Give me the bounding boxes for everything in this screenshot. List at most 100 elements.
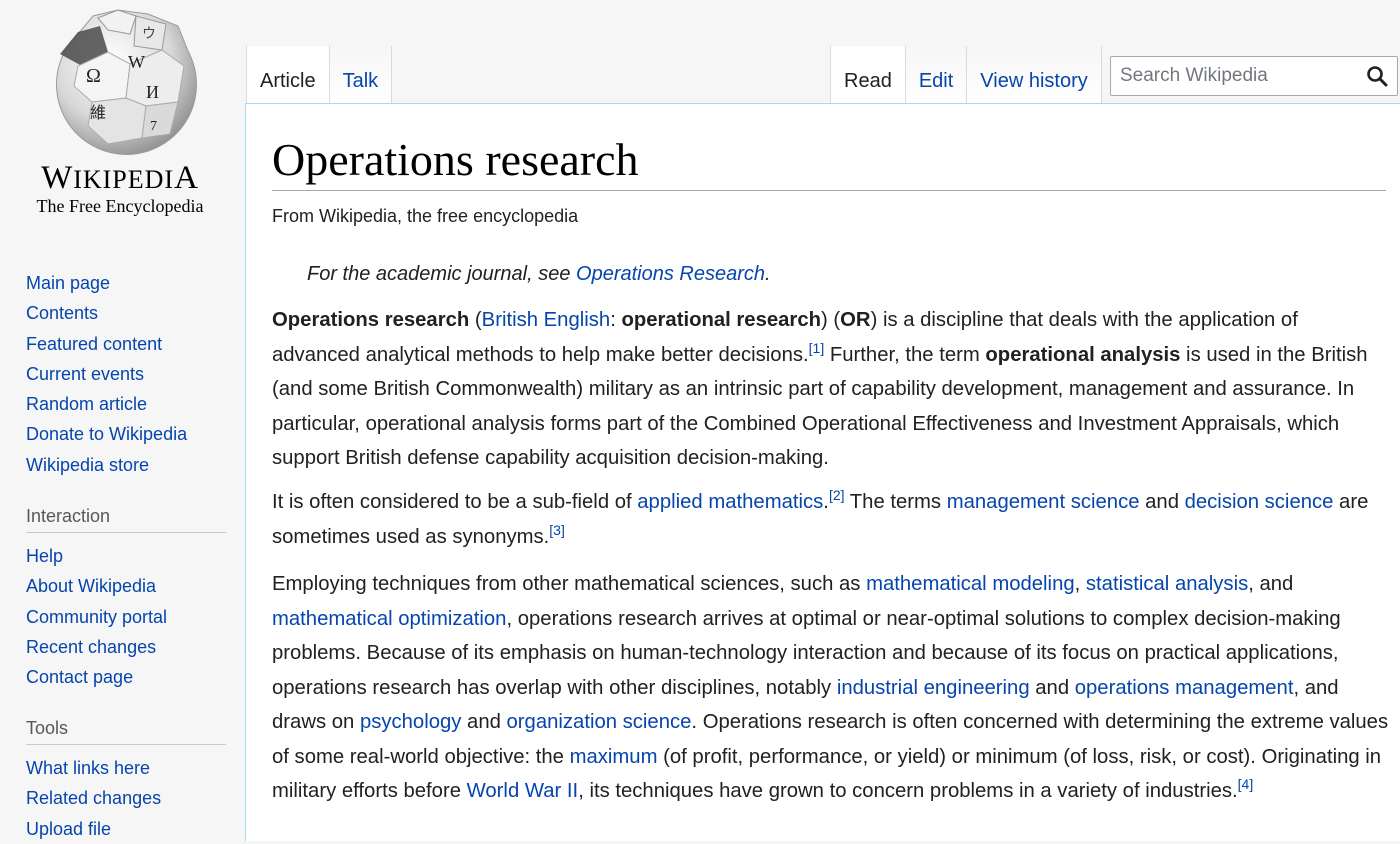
tab-read[interactable]: Read bbox=[830, 46, 905, 104]
text-run: It is often considered to be a sub-field… bbox=[272, 491, 638, 513]
article-link[interactable]: World War II bbox=[466, 780, 579, 802]
hatnote-prefix: For the academic journal, see bbox=[307, 263, 577, 285]
article-link[interactable]: maximum bbox=[569, 745, 658, 768]
sidebar-related-changes-link[interactable]: Related changes bbox=[26, 788, 162, 809]
text-run: The terms bbox=[844, 491, 947, 513]
article-link[interactable]: operations management bbox=[1074, 676, 1294, 699]
reference-link[interactable]: [1] bbox=[808, 339, 825, 356]
article-link[interactable]: applied mathematics bbox=[637, 491, 824, 513]
text-run: and bbox=[1139, 491, 1185, 513]
article-link[interactable]: management science bbox=[946, 491, 1140, 513]
tab-label: View history bbox=[980, 70, 1088, 92]
article-link[interactable]: industrial engineering bbox=[836, 676, 1030, 699]
article-paragraph: Operations research (British English: op… bbox=[272, 303, 1390, 476]
sidebar-item: Recent changes bbox=[26, 632, 226, 662]
interaction-portal: Interaction Help About Wikipedia Community… bbox=[26, 503, 226, 692]
sidebar-help-link[interactable]: Help bbox=[26, 546, 64, 566]
tab-label: Article bbox=[260, 70, 316, 92]
puzzle-globe-icon: Ω W И 維 7 ウ bbox=[56, 9, 198, 155]
sidebar-item: Random article bbox=[26, 389, 226, 419]
svg-text:И: И bbox=[146, 82, 159, 102]
sidebar-current-events-link[interactable]: Current events bbox=[26, 363, 145, 384]
svg-text:維: 維 bbox=[90, 104, 106, 122]
search-input[interactable] bbox=[1111, 57, 1361, 95]
sidebar-what-links-here-link[interactable]: What links here bbox=[26, 758, 151, 778]
text-run: . Operations research is often concerned… bbox=[272, 711, 1389, 768]
hatnote-link[interactable]: Operations Research bbox=[576, 263, 766, 285]
bold-term: operational analysis bbox=[985, 343, 1181, 366]
sidebar: Ω W И 維 7 ウ WIKIPEDIA The Free Encyclope… bbox=[0, 0, 246, 841]
article-link[interactable]: mathematical modeling bbox=[866, 573, 1075, 595]
bold-term: Operations research bbox=[272, 309, 470, 331]
namespace-tabs: Article Talk bbox=[246, 46, 393, 104]
sidebar-item: Help bbox=[26, 541, 226, 571]
sidebar-item: Featured content bbox=[26, 329, 226, 359]
text-run: and bbox=[1029, 676, 1075, 699]
text-run: , its techniques have grown to concern p… bbox=[578, 780, 1238, 802]
hatnote-suffix: . bbox=[765, 263, 771, 285]
tab-talk[interactable]: Talk bbox=[328, 46, 393, 104]
tab-label: Talk bbox=[342, 70, 379, 92]
article-link[interactable]: decision science bbox=[1184, 491, 1334, 513]
text-run: Further, the term bbox=[824, 343, 986, 366]
navigation-portal: Main page Contents Featured content Current… bbox=[26, 268, 226, 480]
text-run: ) is a discipline that deals with the ap… bbox=[272, 309, 1298, 366]
article-link[interactable]: organization science bbox=[506, 711, 692, 733]
text-run: : bbox=[610, 309, 622, 331]
sidebar-random-article-link[interactable]: Random article bbox=[26, 394, 148, 415]
sidebar-featured-content-link[interactable]: Featured content bbox=[26, 333, 163, 354]
sidebar-item: Contact page bbox=[26, 662, 226, 692]
article-paragraph: It is often considered to be a sub-field… bbox=[272, 485, 1390, 554]
sidebar-about-wikipedia-link[interactable]: About Wikipedia bbox=[26, 576, 157, 597]
text-run: (of profit, performance, or yield) or mi… bbox=[272, 745, 1382, 803]
citation: [1] bbox=[809, 340, 825, 356]
page-title: Operations research bbox=[272, 132, 1386, 191]
tab-article[interactable]: Article bbox=[246, 46, 329, 104]
reference-link[interactable]: [2] bbox=[828, 487, 845, 504]
article-link[interactable]: statistical analysis bbox=[1085, 573, 1249, 595]
bold-term: operational research bbox=[621, 309, 821, 331]
reference-link[interactable]: [3] bbox=[549, 521, 565, 538]
sidebar-community-portal-link[interactable]: Community portal bbox=[26, 606, 168, 627]
svg-text:ウ: ウ bbox=[142, 26, 156, 42]
text-run: ( bbox=[469, 309, 482, 331]
tools-portal: Tools What links here Related changes Uplo… bbox=[26, 715, 226, 844]
reference-link[interactable]: [4] bbox=[1237, 776, 1254, 793]
tab-view-history[interactable]: View history bbox=[966, 46, 1102, 104]
wikipedia-logo[interactable]: Ω W И 維 7 ウ WIKIPEDIA The Free Encyclope… bbox=[0, 0, 246, 230]
sidebar-item: Donate to Wikipedia bbox=[26, 419, 226, 449]
sidebar-item: Contents bbox=[26, 298, 226, 328]
article-link[interactable]: psychology bbox=[359, 711, 462, 733]
wikipedia-tagline: The Free Encyclopedia bbox=[36, 196, 204, 216]
sidebar-item: Current events bbox=[26, 359, 226, 389]
sidebar-contents-link[interactable]: Contents bbox=[26, 303, 99, 324]
site-subtitle: From Wikipedia, the free encyclopedia bbox=[272, 206, 579, 226]
sidebar-main-page-link[interactable]: Main page bbox=[26, 273, 111, 293]
tools-heading: Tools bbox=[26, 715, 226, 745]
citation: [4] bbox=[1238, 776, 1254, 792]
text-run: and bbox=[461, 711, 507, 733]
text-run: are sometimes used as synonyms. bbox=[272, 491, 1369, 548]
sidebar-recent-changes-link[interactable]: Recent changes bbox=[26, 636, 157, 657]
text-run: , and bbox=[1248, 573, 1294, 595]
sidebar-contact-page-link[interactable]: Contact page bbox=[26, 667, 134, 688]
sidebar-upload-file-link[interactable]: Upload file bbox=[26, 818, 112, 839]
article-link[interactable]: mathematical optimization bbox=[272, 607, 507, 630]
text-run: , operations research arrives at optimal… bbox=[272, 607, 1341, 699]
tab-edit[interactable]: Edit bbox=[904, 46, 967, 104]
citation: [3] bbox=[549, 522, 565, 538]
sidebar-donate-to-wikipedia-link[interactable]: Donate to Wikipedia bbox=[26, 424, 188, 445]
sidebar-wikipedia-store-link[interactable]: Wikipedia store bbox=[26, 454, 150, 475]
article-link[interactable]: British English bbox=[481, 309, 611, 331]
article-paragraph: Employing techniques from other mathemat… bbox=[272, 567, 1390, 809]
bold-term: OR bbox=[840, 309, 871, 331]
text-run: , and draws on bbox=[272, 676, 1339, 734]
tab-label: Read bbox=[844, 70, 892, 92]
text-run: ) ( bbox=[820, 309, 841, 331]
sidebar-item: Upload file bbox=[26, 814, 226, 844]
svg-text:W: W bbox=[128, 52, 145, 72]
text-run: . bbox=[823, 491, 829, 513]
text-run: , bbox=[1074, 573, 1086, 595]
search-icon[interactable] bbox=[1366, 65, 1388, 87]
search-box bbox=[1110, 56, 1398, 96]
